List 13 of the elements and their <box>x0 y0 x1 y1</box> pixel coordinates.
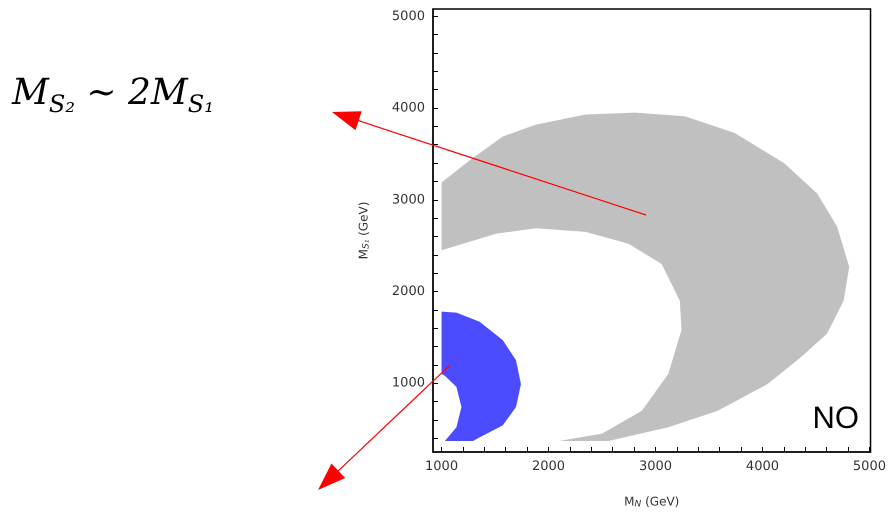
x-tick-label: 5000 <box>852 459 886 474</box>
y-tick-label: 2000 <box>392 284 425 299</box>
y-tick-label: 3000 <box>392 192 425 208</box>
y-tick-label: 5000 <box>392 8 425 24</box>
x-tick-label: 3000 <box>638 459 672 474</box>
annotation: NO <box>812 400 859 436</box>
text: M$_{S₂}$ ∼ 2M$_{S₁}$ <box>12 72 214 118</box>
y-tick-label: 1000 <box>392 376 425 391</box>
x-tick-label: 4000 <box>746 459 780 474</box>
y-tick-label: 4000 <box>392 100 425 116</box>
y-axis-title: MS₁ (GeV) <box>356 202 372 260</box>
x-tick-label: 1000 <box>425 459 458 474</box>
x-tick-label: 2000 <box>532 459 566 474</box>
